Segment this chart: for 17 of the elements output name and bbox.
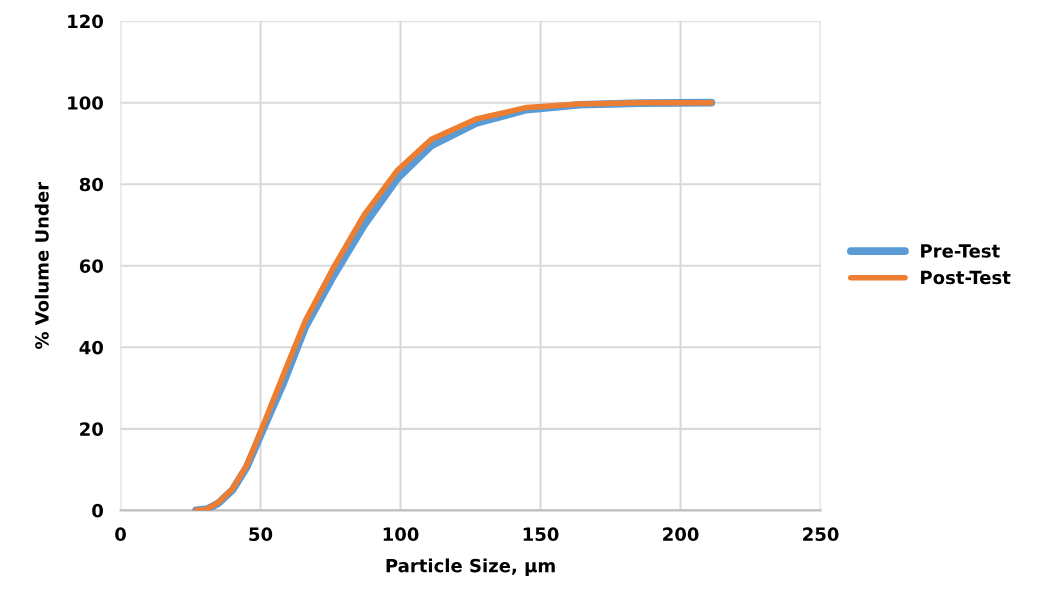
- y-tick-label: 120: [68, 14, 103, 29]
- y-tick-label: 20: [80, 422, 103, 436]
- y-tick-label: 0: [92, 503, 103, 518]
- y-tick-label: 100: [68, 96, 103, 110]
- x-axis-title: Particle Size, µm: [386, 558, 555, 576]
- x-tick-label: 50: [249, 527, 273, 542]
- y-tick-label: 40: [79, 340, 103, 355]
- legend-label: Post-Test: [921, 270, 1011, 285]
- y-axis-title: % Volume Under: [34, 181, 49, 350]
- x-tick-label: 150: [523, 527, 559, 542]
- x-tick-label: 200: [663, 527, 699, 542]
- x-tick-label: 100: [383, 527, 419, 542]
- y-tick-label: 60: [79, 259, 103, 273]
- y-tick-label: 80: [79, 177, 103, 192]
- legend-label: Pre-Test: [921, 244, 1000, 258]
- x-tick-label: 250: [803, 527, 839, 542]
- x-tick-label: 0: [115, 527, 126, 542]
